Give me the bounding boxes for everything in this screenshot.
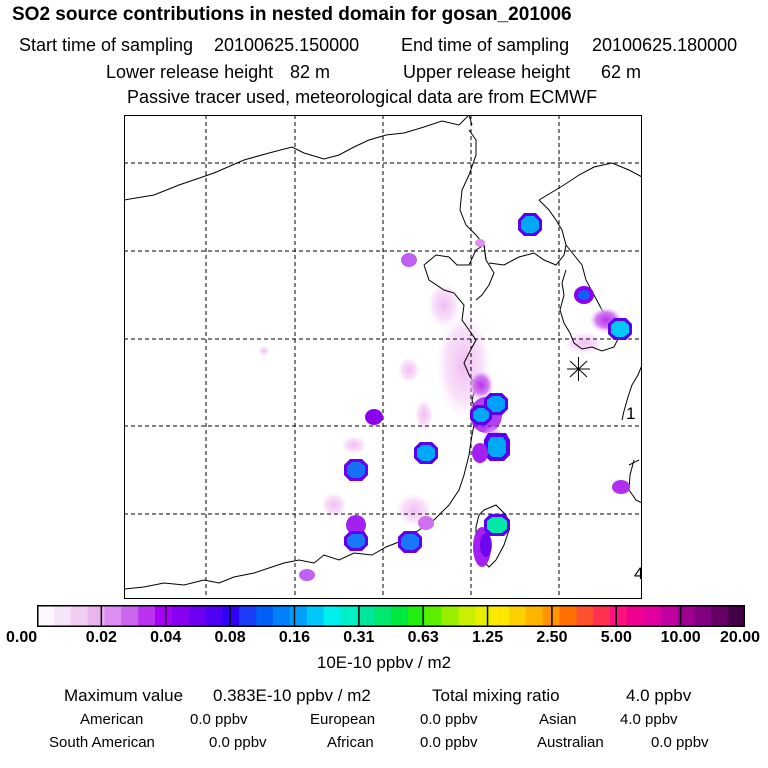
colorbar-swatch	[323, 605, 341, 627]
colorbar-swatch	[121, 605, 139, 627]
colorbar-tick-label: 0.31	[343, 629, 375, 646]
colorbar-swatch	[492, 605, 510, 627]
colorbar-swatch	[525, 605, 544, 627]
corner-label-1: 1	[626, 404, 635, 423]
colorbar-swatch	[593, 605, 611, 627]
colorbar-swatch	[576, 605, 594, 627]
colorbar-swatch	[711, 605, 729, 627]
map-canvas: 1 4	[124, 115, 642, 599]
colorbar-swatch	[222, 605, 240, 627]
colorbar-tick-label: 0.63	[407, 629, 439, 646]
colorbar-tick-label: 0.02	[85, 629, 117, 646]
colorbar-tick-label: 1.25	[471, 629, 504, 646]
region-african-value: 0.0 ppbv	[420, 734, 478, 751]
colorbar-swatch	[677, 605, 695, 627]
asterisk-receptor-icon	[567, 357, 590, 381]
colorbar-tick-label: 20.00	[719, 629, 760, 646]
colorbar-swatch	[391, 605, 409, 627]
region-australian-value: 0.0 ppbv	[651, 734, 709, 751]
tracer-note: Passive tracer used, meteorological data…	[127, 87, 598, 107]
colorbar-swatch	[509, 605, 527, 627]
colorbar-tick-label: 0.16	[278, 629, 311, 646]
colorbar-swatch	[138, 605, 156, 627]
map-border	[124, 115, 642, 599]
colorbar-swatch	[70, 605, 89, 627]
region-south-american-value: 0.0 ppbv	[209, 734, 267, 751]
colorbar-swatch	[643, 605, 662, 627]
colorbar-swatch	[306, 605, 325, 627]
upper-height-value: 62 m	[601, 62, 642, 82]
colorbar-swatch	[357, 605, 375, 627]
region-american-label: American	[80, 711, 144, 728]
colorbar-swatch	[728, 605, 745, 627]
colorbar-tick-label: 0.08	[214, 629, 246, 646]
region-asian-label: Asian	[539, 711, 577, 728]
colorbar-swatch	[407, 605, 426, 627]
plume-blobs	[299, 213, 632, 581]
colorbar-tick-label: 0.04	[150, 629, 182, 646]
end-time-value: 20100625.180000	[592, 35, 738, 55]
colorbar-swatches	[37, 605, 745, 627]
colorbar-tick-label: 2.50	[536, 629, 568, 646]
colorbar-swatch	[660, 605, 679, 627]
low-contribution-haze	[258, 280, 606, 528]
total-mixing-value: 4.0 ppbv	[626, 686, 692, 705]
colorbar-swatch	[458, 605, 476, 627]
max-value: 0.383E-10 ppbv / m2	[213, 686, 371, 705]
corner-label-4: 4	[634, 564, 642, 583]
colorbar-swatch	[441, 605, 459, 627]
colorbar-tick-label: 5.00	[600, 629, 632, 646]
colorbar-unit: 10E-10 ppbv / m2	[316, 653, 452, 672]
colorbar-swatch	[239, 605, 257, 627]
max-value-label: Maximum value	[64, 686, 184, 705]
colorbar-tick-label: 10.00	[660, 629, 701, 646]
colorbar-swatch	[610, 605, 628, 627]
colorbar-swatch	[87, 605, 105, 627]
region-american-value: 0.0 ppbv	[190, 711, 248, 728]
colorbar-swatch	[188, 605, 207, 627]
start-time-value: 20100625.150000	[214, 35, 360, 55]
colorbar-border	[37, 605, 745, 627]
colorbar-swatch	[694, 605, 712, 627]
colorbar-swatch	[37, 605, 55, 627]
region-south-american-label: South American	[49, 734, 155, 751]
lat-lon-grid	[124, 115, 642, 599]
colorbar-swatch	[53, 605, 72, 627]
colorbar-swatch	[155, 605, 173, 627]
colorbar-swatch	[627, 605, 645, 627]
upper-height-label: Upper release height	[403, 62, 571, 82]
colorbar-swatch	[289, 605, 308, 627]
end-time-label: End time of sampling	[401, 35, 570, 55]
start-time-label: Start time of sampling	[19, 35, 194, 55]
region-european-value: 0.0 ppbv	[420, 711, 478, 728]
colorbar-swatch	[171, 605, 190, 627]
region-african-label: African	[327, 734, 374, 751]
chart-title: SO2 source contributions in nested domai…	[12, 4, 572, 25]
lower-height-value: 82 m	[290, 62, 331, 82]
colorbar-swatch	[256, 605, 274, 627]
colorbar-swatch	[104, 605, 122, 627]
colorbar-swatch	[475, 605, 493, 627]
lower-height-label: Lower release height	[106, 62, 274, 82]
source-contribution-map: 1 4	[124, 115, 642, 599]
colorbar-swatch	[424, 605, 443, 627]
colorbar	[37, 605, 745, 627]
colorbar-swatch	[273, 605, 291, 627]
colorbar-tick-label: 0.00	[6, 629, 38, 646]
region-european-label: European	[310, 711, 376, 728]
colorbar-swatch	[340, 605, 358, 627]
colorbar-swatch	[559, 605, 577, 627]
region-asian-value: 4.0 ppbv	[620, 711, 678, 728]
colorbar-swatch	[374, 605, 392, 627]
colorbar-swatch	[205, 605, 223, 627]
total-mixing-label: Total mixing ratio	[432, 686, 560, 705]
region-australian-label: Australian	[537, 734, 604, 751]
